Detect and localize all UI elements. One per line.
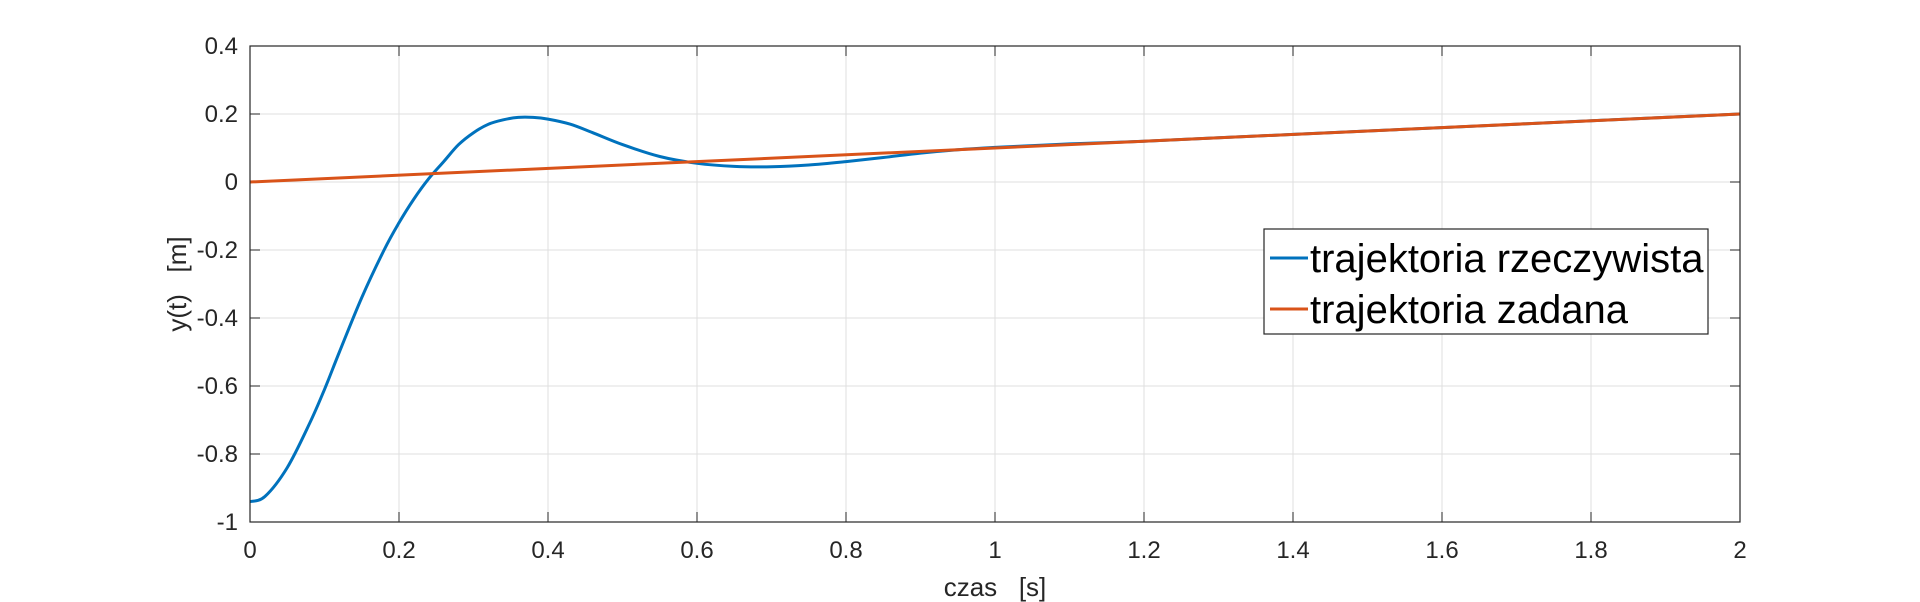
legend-label-actual: trajektoria rzeczywista bbox=[1310, 237, 1704, 281]
y-tick-label: -0.8 bbox=[197, 441, 238, 468]
y-tick-label: 0 bbox=[225, 169, 238, 196]
y-tick-label: 0.2 bbox=[205, 101, 238, 128]
y-tick-label: -0.4 bbox=[197, 305, 238, 332]
x-tick-label: 1.8 bbox=[1574, 537, 1607, 564]
x-tick-labels: 0 0.2 0.4 0.6 0.8 1 1.2 1.4 1.6 1.8 2 bbox=[243, 537, 1746, 564]
legend-box bbox=[1263, 228, 1709, 335]
x-tick-label: 1.6 bbox=[1425, 537, 1458, 564]
x-tick-label: 0 bbox=[243, 537, 256, 564]
y-axis-label: y(t) [m] bbox=[162, 236, 192, 331]
x-tick-label: 2 bbox=[1733, 537, 1746, 564]
series-lines bbox=[249, 112, 1741, 504]
x-tick-label: 0.4 bbox=[531, 537, 564, 564]
x-tick-label: 0.2 bbox=[382, 537, 415, 564]
y-tick-label: -1 bbox=[217, 509, 238, 536]
y-tick-label: -0.6 bbox=[197, 373, 238, 400]
plot-frame bbox=[249, 45, 1741, 523]
y-tick-labels: -1 -0.8 -0.6 -0.4 -0.2 0 0.2 0.4 bbox=[197, 33, 238, 536]
x-tick-label: 0.8 bbox=[829, 537, 862, 564]
x-axis-label: czas [s] bbox=[944, 572, 1047, 602]
y-tick-label: -0.2 bbox=[197, 237, 238, 264]
x-tick-label: 1.2 bbox=[1127, 537, 1160, 564]
legend-label-reference: trajektoria zadana bbox=[1310, 288, 1629, 332]
x-tick-label: 0.6 bbox=[680, 537, 713, 564]
y-tick-label: 0.4 bbox=[205, 33, 238, 60]
legend: trajektoria rzeczywista trajektoria zada… bbox=[1263, 228, 1709, 335]
x-tick-label: 1 bbox=[988, 537, 1001, 564]
series-line-reference bbox=[249, 112, 1741, 184]
x-tick-label: 1.4 bbox=[1276, 537, 1309, 564]
